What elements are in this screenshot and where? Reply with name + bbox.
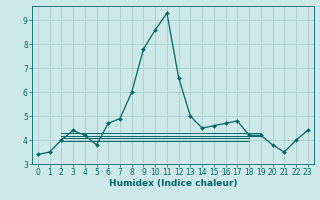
X-axis label: Humidex (Indice chaleur): Humidex (Indice chaleur) <box>108 179 237 188</box>
